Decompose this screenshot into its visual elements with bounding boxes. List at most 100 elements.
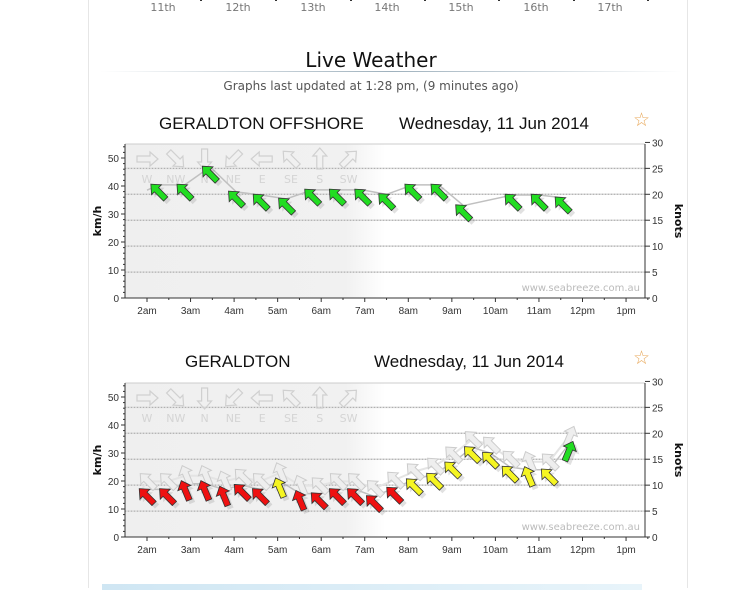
legend-label: SE bbox=[284, 173, 298, 186]
y2-tick-label: 10 bbox=[652, 242, 664, 253]
page-frame bbox=[88, 0, 688, 588]
y2-tick-label: 0 bbox=[652, 533, 658, 544]
wind-arrow bbox=[252, 488, 270, 507]
star-outline-icon[interactable]: ☆ bbox=[633, 109, 651, 131]
y-tick-label: 0 bbox=[113, 294, 119, 305]
x-tick-label: 11am bbox=[527, 306, 551, 317]
x-tick-label: 6am bbox=[311, 306, 330, 317]
y2-axis-label: knots bbox=[672, 204, 685, 239]
day-tick bbox=[647, 0, 649, 1]
wind-arrow bbox=[159, 488, 178, 507]
y2-tick-label: 20 bbox=[652, 190, 664, 201]
day-tick bbox=[200, 0, 202, 1]
wind-arrow bbox=[386, 486, 405, 505]
wind-arrow bbox=[177, 480, 193, 502]
day-tick bbox=[573, 0, 575, 1]
wind-arrow bbox=[328, 188, 347, 207]
x-tick-label: 10am bbox=[483, 545, 508, 556]
x-tick-label: 9am bbox=[442, 306, 461, 317]
legend-arrow-n bbox=[196, 387, 213, 410]
day-label[interactable]: 12th bbox=[225, 1, 251, 14]
wind-arrow bbox=[228, 190, 247, 209]
wind-arrow bbox=[233, 483, 252, 502]
gust-arrow bbox=[427, 457, 446, 476]
y2-tick-label: 30 bbox=[652, 138, 664, 149]
wind-arrow bbox=[278, 197, 297, 216]
watermark: www.seabreeze.com.au bbox=[522, 522, 640, 533]
day-label[interactable]: 17th bbox=[597, 1, 623, 14]
legend-label: N bbox=[200, 412, 208, 425]
y-tick-label: 30 bbox=[108, 210, 120, 221]
x-tick-label: 10am bbox=[483, 306, 508, 317]
day-tick bbox=[275, 0, 277, 1]
wind-arrow bbox=[540, 468, 559, 487]
wind-arrow bbox=[150, 183, 169, 202]
y2-tick-label: 30 bbox=[652, 377, 664, 388]
x-tick-label: 3am bbox=[181, 306, 200, 317]
y-tick-label: 30 bbox=[108, 449, 120, 460]
wind-arrow bbox=[347, 488, 366, 507]
x-tick-label: 12pm bbox=[570, 306, 595, 317]
y-tick-label: 40 bbox=[108, 421, 120, 432]
legend-label: W bbox=[142, 173, 153, 186]
wind-arrow bbox=[138, 488, 157, 507]
gust-arrow bbox=[387, 471, 406, 490]
wind-arrow bbox=[430, 183, 449, 202]
wind-arrow bbox=[426, 472, 445, 491]
wind-arrow bbox=[378, 193, 397, 212]
legend-arrow-nw bbox=[165, 148, 185, 168]
y2-tick-label: 15 bbox=[652, 455, 664, 466]
wind-arrow bbox=[404, 183, 423, 202]
night-shading bbox=[125, 144, 385, 298]
day-label[interactable]: 11th bbox=[150, 1, 176, 14]
day-label[interactable]: 16th bbox=[523, 1, 549, 14]
wind-arrow bbox=[271, 477, 287, 499]
wind-arrow bbox=[328, 488, 347, 507]
gust-arrow bbox=[366, 480, 386, 499]
legend-arrow-sw bbox=[338, 389, 358, 409]
x-tick-label: 1pm bbox=[616, 545, 635, 556]
wind-arrow bbox=[504, 193, 523, 212]
gust-arrow bbox=[329, 473, 349, 492]
watermark: www.seabreeze.com.au bbox=[522, 283, 640, 294]
x-tick-label: 7am bbox=[355, 545, 374, 556]
gust-arrow bbox=[347, 473, 367, 492]
legend-arrow-e bbox=[250, 389, 273, 407]
wind-arrow bbox=[354, 188, 373, 207]
legend-label: W bbox=[142, 412, 153, 425]
day-tick bbox=[350, 0, 352, 1]
legend-label: NE bbox=[226, 412, 241, 425]
y2-tick-label: 5 bbox=[652, 268, 658, 279]
wind-arrow bbox=[455, 204, 474, 223]
y-tick-label: 10 bbox=[108, 266, 120, 277]
gust-arrow bbox=[541, 453, 561, 472]
wind-arrow bbox=[501, 465, 520, 484]
wind-arrow bbox=[176, 183, 195, 202]
y2-axis-label: knots bbox=[672, 443, 685, 478]
legend-label: NW bbox=[166, 173, 185, 186]
day-label[interactable]: 14th bbox=[374, 1, 400, 14]
legend-arrow-s bbox=[311, 147, 329, 170]
day-label[interactable]: 15th bbox=[448, 1, 474, 14]
legend-label: SW bbox=[340, 412, 358, 425]
x-tick-label: 12pm bbox=[570, 545, 595, 556]
legend-label: SW bbox=[340, 173, 358, 186]
wind-arrow bbox=[215, 485, 232, 508]
night-shading bbox=[125, 383, 385, 537]
updated-status: Graphs last updated at 1:28 pm, (9 minut… bbox=[223, 79, 519, 93]
x-tick-label: 7am bbox=[355, 306, 374, 317]
gust-arrow bbox=[252, 473, 272, 492]
legend-arrow-w bbox=[136, 150, 159, 168]
wind-arrow bbox=[520, 466, 536, 488]
y2-tick-label: 25 bbox=[652, 164, 664, 175]
y2-tick-label: 0 bbox=[652, 294, 658, 305]
y-tick-label: 50 bbox=[108, 393, 120, 404]
legend-label: NW bbox=[166, 412, 185, 425]
chart-date: Wednesday, 11 Jun 2014 bbox=[399, 114, 589, 133]
day-label[interactable]: 13th bbox=[300, 1, 326, 14]
next-section-bar bbox=[102, 584, 642, 590]
star-outline-icon[interactable]: ☆ bbox=[633, 347, 651, 369]
legend-label: E bbox=[259, 412, 266, 425]
chart-1: 0 5 10 15 20 25 30 0 10 20 30 40 50 2am 3am 4am 5am 6am 7a… bbox=[91, 138, 685, 317]
x-tick-label: 5am bbox=[268, 545, 287, 556]
